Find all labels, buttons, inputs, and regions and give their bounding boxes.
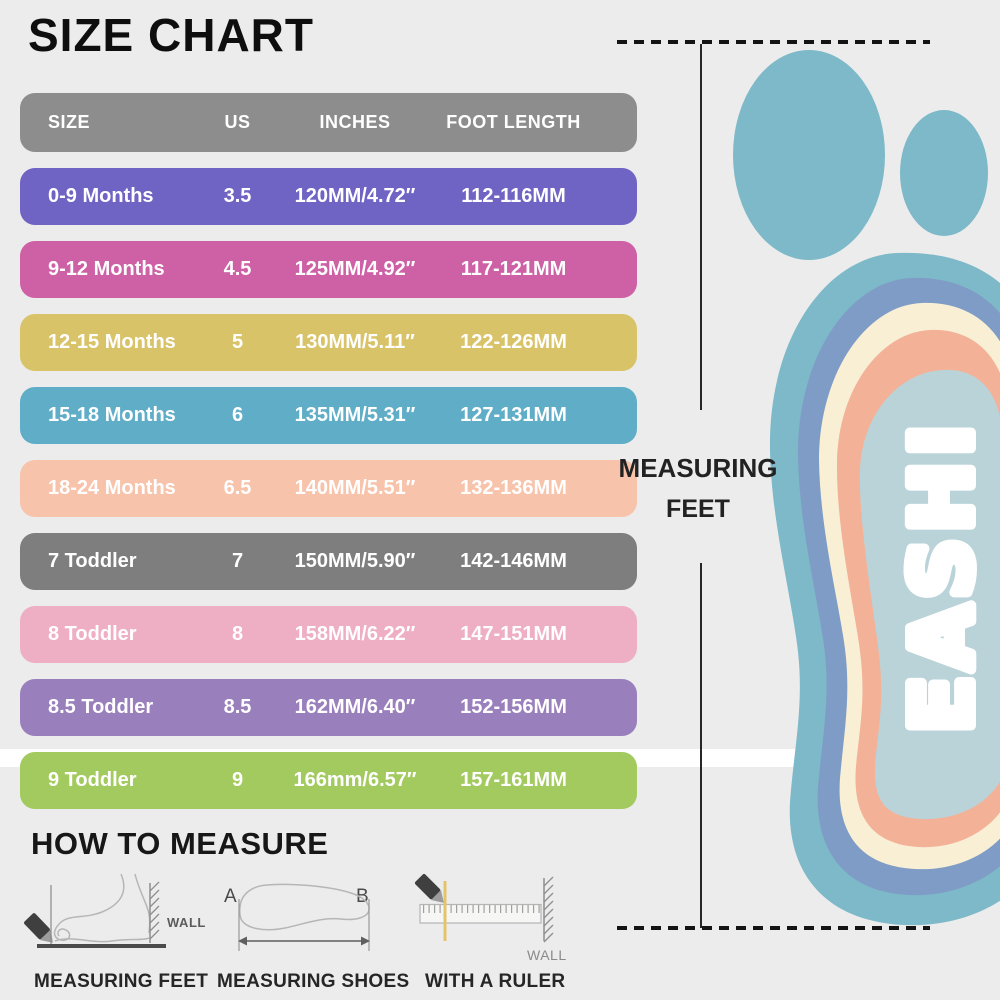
header-us: US <box>224 112 251 132</box>
table-row: 15-18 Months 6 135MM/5.31″ 127-131MM <box>20 387 637 444</box>
table-row: 8.5 Toddler 8.5 162MM/6.40″ 152-156MM <box>20 679 637 736</box>
row-size: 9 Toddler <box>48 769 137 791</box>
measuring-feet-note-line1: MEASURING <box>618 453 778 483</box>
row-foot-length: 142-146MM <box>460 550 567 572</box>
vertical-measure-line-lower <box>700 563 702 928</box>
row-size: 0-9 Months <box>48 185 154 207</box>
wall-label: WALL <box>527 947 567 963</box>
table-row: 9-12 Months 4.5 125MM/4.92″ 117-121MM <box>20 241 637 298</box>
row-size: 8 Toddler <box>48 623 137 645</box>
measuring-shoes-caption: MEASURING SHOES <box>217 971 410 992</box>
row-inches: 140MM/5.51″ <box>294 477 416 499</box>
pencil-icon <box>414 873 444 903</box>
row-size: 15-18 Months <box>48 404 176 426</box>
wall-hatch <box>543 876 554 943</box>
row-inches: 135MM/5.31″ <box>294 404 416 426</box>
row-us: 8.5 <box>223 696 252 718</box>
table-row: 9 Toddler 9 166mm/6.57″ 157-161MM <box>20 752 637 809</box>
header-foot-length: FOOT LENGTH <box>446 112 581 132</box>
row-us: 4.5 <box>223 258 252 280</box>
row-us: 5 <box>231 331 244 353</box>
row-us: 7 <box>231 550 244 572</box>
ruler-icon: WALL <box>414 873 566 963</box>
row-inches: 166mm/6.57″ <box>293 769 417 791</box>
row-inches: 158MM/6.22″ <box>294 623 416 645</box>
row-size: 18-24 Months <box>48 477 176 499</box>
table-header-row: SIZE US INCHES FOOT LENGTH <box>20 93 637 152</box>
shoe-outline <box>238 883 370 931</box>
row-us: 9 <box>231 769 244 791</box>
point-a-label: A <box>224 886 237 907</box>
measuring-feet-note-line2: FEET <box>666 495 730 523</box>
header-inches: INCHES <box>319 112 391 132</box>
vertical-measure-line-upper <box>700 44 702 410</box>
row-us: 6 <box>231 404 244 426</box>
ruler-body <box>419 903 542 924</box>
row-inches: 130MM/5.11″ <box>295 331 415 353</box>
row-size: 7 Toddler <box>48 550 137 572</box>
row-inches: 150MM/5.90″ <box>294 550 416 572</box>
foot-illustration: EASHI <box>733 50 1000 926</box>
row-inches: 120MM/4.72″ <box>294 185 416 207</box>
row-size: 8.5 Toddler <box>48 696 154 718</box>
measuring-feet-note: MEASURING FEET <box>615 455 781 522</box>
row-us: 3.5 <box>223 185 252 207</box>
table-row: 12-15 Months 5 130MM/5.11″ 122-126MM <box>20 314 637 371</box>
row-foot-length: 112-116MM <box>461 185 566 207</box>
measuring-shoes-icon: A B <box>224 883 370 951</box>
foot-center <box>859 369 1000 820</box>
table-row: 0-9 Months 3.5 120MM/4.72″ 112-116MM <box>20 168 637 225</box>
row-foot-length: 132-136MM <box>460 477 567 499</box>
with-a-ruler-caption: WITH A RULER <box>425 971 566 992</box>
row-size: 9-12 Months <box>48 258 165 280</box>
pencil-icon <box>24 913 53 943</box>
brand-logo-text: EASHI <box>893 419 991 733</box>
dashed-guide-line-top <box>617 40 930 44</box>
wall-label: WALL <box>167 915 206 930</box>
row-foot-length: 152-156MM <box>460 696 567 718</box>
how-to-measure-icons: WALL A B WALL <box>24 873 566 963</box>
page-title: SIZE CHART <box>28 9 314 61</box>
table-row: 7 Toddler 7 150MM/5.90″ 142-146MM <box>20 533 637 590</box>
header-size: SIZE <box>48 112 91 132</box>
row-foot-length: 147-151MM <box>460 623 567 645</box>
wall-hatch <box>149 881 160 940</box>
dashed-guide-line-bottom <box>617 926 930 930</box>
second-toe-shape <box>900 110 988 236</box>
row-us: 8 <box>231 623 244 645</box>
row-foot-length: 157-161MM <box>460 769 567 791</box>
how-to-measure-title: HOW TO MEASURE <box>31 826 329 861</box>
size-table: SIZE US INCHES FOOT LENGTH 0-9 Months 3.… <box>20 93 637 825</box>
row-foot-length: 117-121MM <box>460 258 567 280</box>
row-size: 12-15 Months <box>48 331 176 353</box>
row-foot-length: 127-131MM <box>460 404 567 426</box>
table-row: 18-24 Months 6.5 140MM/5.51″ 132-136MM <box>20 460 637 517</box>
measuring-feet-icon: WALL <box>24 873 206 948</box>
row-inches: 125MM/4.92″ <box>294 258 416 280</box>
foot-sketch <box>53 873 125 942</box>
row-inches: 162MM/6.40″ <box>294 696 416 718</box>
big-toe-shape <box>733 50 885 260</box>
table-row: 8 Toddler 8 158MM/6.22″ 147-151MM <box>20 606 637 663</box>
measuring-feet-caption: MEASURING FEET <box>34 971 209 992</box>
row-foot-length: 122-126MM <box>460 331 567 353</box>
row-us: 6.5 <box>223 477 252 499</box>
